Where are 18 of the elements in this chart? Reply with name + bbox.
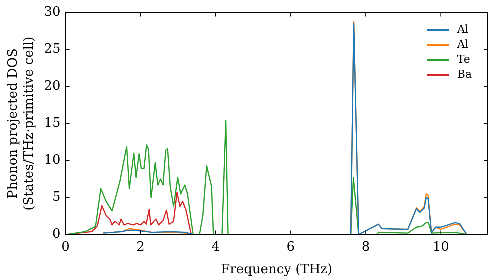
legend-label: Ba bbox=[457, 68, 472, 82]
x-tick-label: 6 bbox=[286, 240, 296, 255]
x-tick-label: 4 bbox=[212, 240, 220, 255]
x-tick-label: 8 bbox=[362, 240, 370, 255]
legend-label: Al bbox=[456, 23, 470, 36]
y-tick-label: 10 bbox=[44, 153, 61, 168]
y-axis-title: Phonon projected DOS (States/THz·primitive cell) bbox=[6, 36, 37, 211]
legend-label: Te bbox=[457, 53, 470, 66]
x-axis-title: Frequency (THz) bbox=[221, 262, 333, 278]
y-tick-label: 15 bbox=[44, 116, 61, 132]
y-tick-label: 30 bbox=[44, 5, 61, 20]
x-tick-label: 2 bbox=[136, 240, 145, 255]
y-tick-label: 20 bbox=[44, 79, 61, 94]
legend-label: Al bbox=[456, 38, 470, 52]
y-tick-label: 25 bbox=[44, 42, 61, 58]
y-tick-label: 0 bbox=[52, 227, 61, 242]
x-tick-label: 10 bbox=[432, 240, 450, 255]
y-tick-label: 5 bbox=[52, 190, 61, 206]
